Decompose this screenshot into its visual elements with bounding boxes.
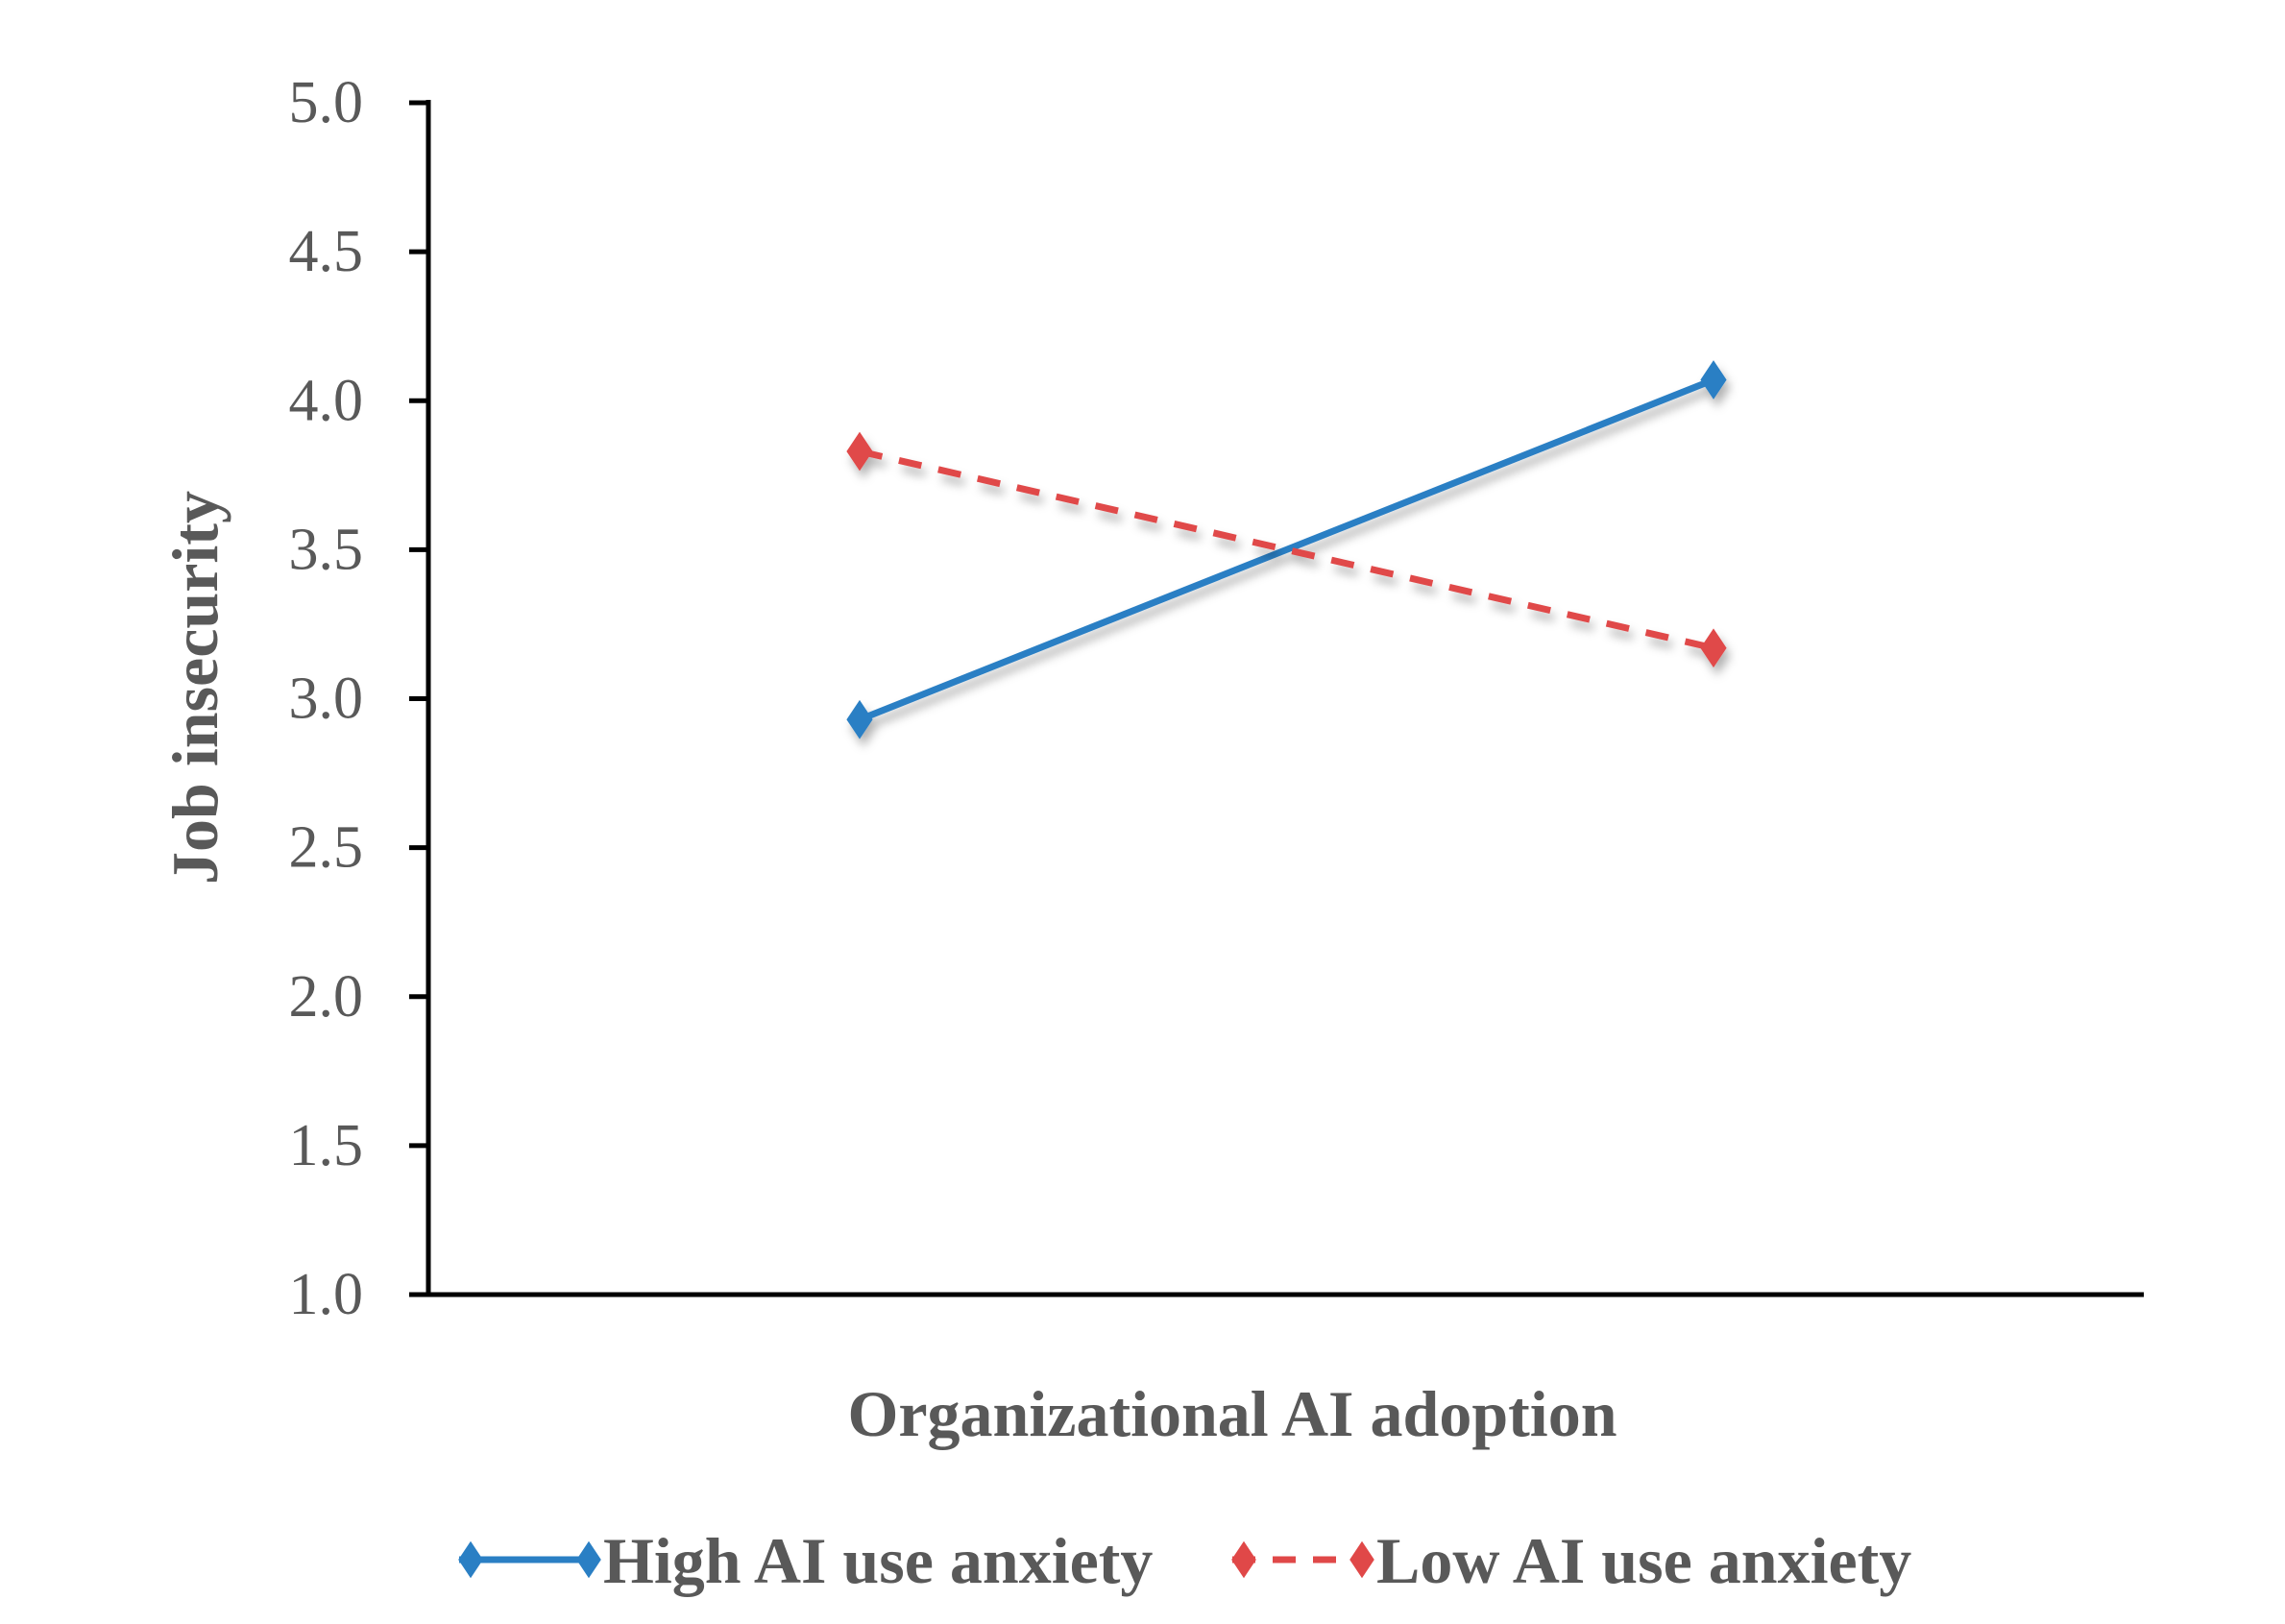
x-axis-label: Organizational AI adoption	[847, 1377, 1617, 1450]
legend-item-1: Low AI use anxiety	[1231, 1524, 1911, 1597]
data-point-marker	[1700, 360, 1727, 400]
series-1	[846, 431, 1727, 668]
y-tick-label: 4.0	[289, 368, 364, 433]
y-tick-label: 2.0	[289, 964, 364, 1030]
y-tick-label: 1.0	[289, 1262, 364, 1327]
data-point-marker	[846, 431, 873, 472]
legend-marker	[458, 1540, 483, 1579]
legend-label: High AI use anxiety	[603, 1524, 1153, 1597]
y-tick-label: 2.5	[289, 815, 364, 881]
legend-marker	[1231, 1540, 1256, 1579]
y-tick-label: 1.5	[289, 1113, 364, 1178]
y-tick-label: 3.5	[289, 517, 364, 582]
y-tick-label: 5.0	[289, 70, 364, 135]
legend-marker	[1349, 1540, 1374, 1579]
legend-marker	[576, 1540, 601, 1579]
series-line	[858, 376, 1715, 723]
y-axis-label: Job insecurity	[158, 491, 231, 885]
y-tick-label: 3.0	[289, 667, 364, 732]
data-point-marker	[846, 699, 873, 739]
legend-item-0: High AI use anxiety	[458, 1524, 1153, 1597]
series-line	[859, 448, 1714, 652]
y-tick-label: 4.5	[289, 219, 364, 284]
legend-label: Low AI use anxiety	[1376, 1524, 1911, 1597]
series-0	[846, 360, 1727, 739]
data-point-marker	[1700, 628, 1727, 668]
